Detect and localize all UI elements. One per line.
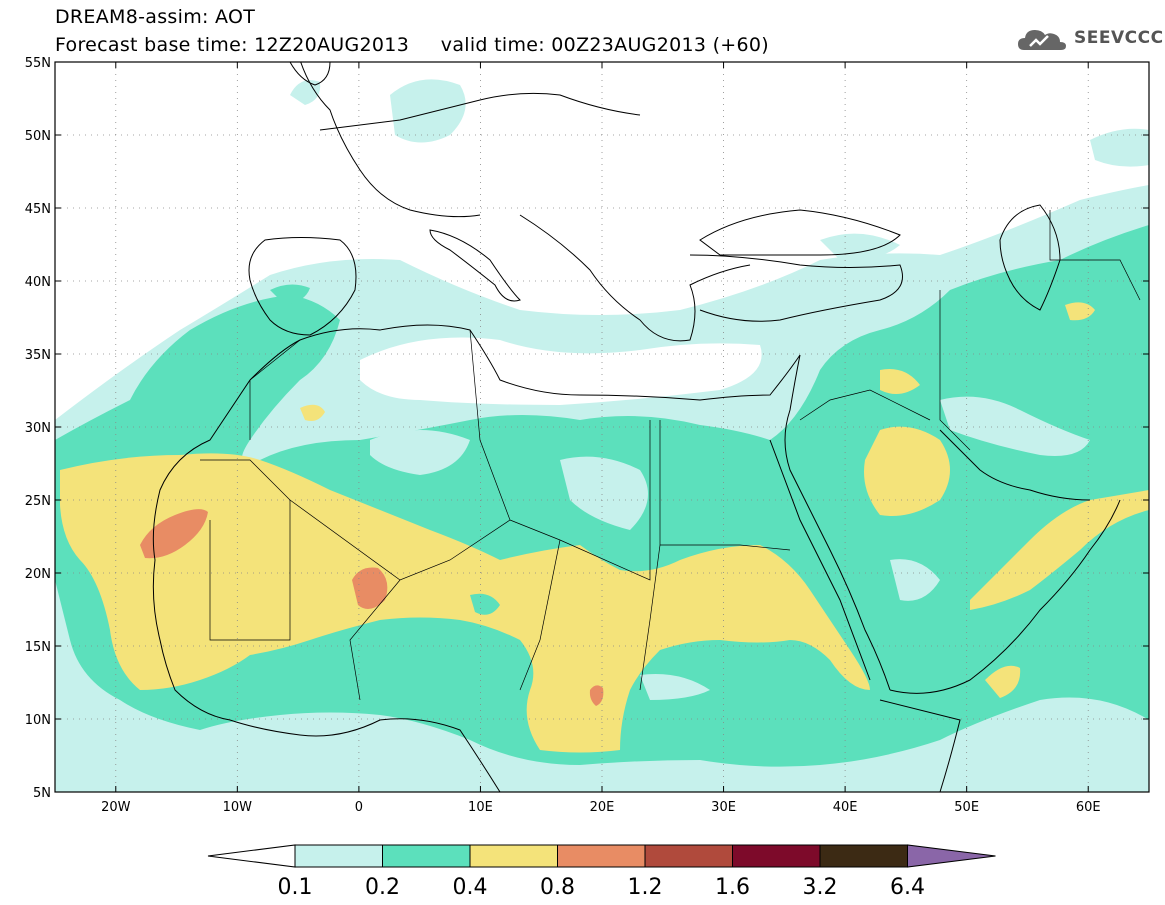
lat-tick-label: 15N <box>25 640 51 655</box>
lat-tick-label: 50N <box>25 129 51 144</box>
logo-text: SEEVCCC <box>1074 28 1164 48</box>
lat-lon-grid <box>55 62 1149 792</box>
aot-level-0.2-area <box>270 284 310 305</box>
seevccc-logo: SEEVCCC <box>1016 24 1163 56</box>
colorbar-label: 1.2 <box>628 875 663 900</box>
colorbar-swatch <box>644 844 733 868</box>
lat-tick-label: 20N <box>25 567 51 582</box>
aot-level-0.1-area <box>390 79 466 143</box>
colorbar-label: 0.4 <box>453 875 488 900</box>
lat-tick-label: 30N <box>25 421 51 436</box>
colorbar-low-arrow <box>207 844 296 868</box>
aot-level-0.4-area <box>1065 302 1095 321</box>
country-borders <box>200 210 1141 701</box>
lon-tick-label: 40E <box>833 800 858 815</box>
colorbar-label: 3.2 <box>803 875 838 900</box>
lon-tick-label: 60E <box>1076 800 1101 815</box>
lon-tick-label: 10E <box>468 800 493 815</box>
colorbar-label: 1.6 <box>715 875 750 900</box>
colorbar-swatch <box>557 844 646 868</box>
colorbar-label: 0.2 <box>365 875 400 900</box>
aot-level-0.8-area <box>352 567 388 609</box>
colorbar-swatch <box>469 844 558 868</box>
colorbar: 0.1 0.2 0.4 0.8 1.2 1.6 3.2 6.4 <box>207 844 996 900</box>
lat-tick-label: 40N <box>25 275 51 290</box>
forecast-time-subtitle: Forecast base time: 12Z20AUG2013 valid t… <box>55 34 770 56</box>
aot-level-0.1-area <box>290 80 321 105</box>
colorbar-swatch <box>382 844 471 868</box>
lat-tick-label: 35N <box>25 348 51 363</box>
cloud-icon <box>1018 30 1066 50</box>
aot-level-0.4-area <box>970 490 1149 610</box>
lon-tick-label: 20W <box>101 800 131 815</box>
aot-level-0.8-area <box>140 509 208 559</box>
lat-tick-label: 45N <box>25 202 51 217</box>
lon-tick-label: 20E <box>590 800 615 815</box>
aot-level-0.8-area <box>589 685 604 706</box>
coastlines <box>152 62 1121 792</box>
colorbar-label: 0.1 <box>278 875 313 900</box>
colorbar-swatch <box>732 844 821 868</box>
colorbar-label: 6.4 <box>890 875 925 900</box>
map-title: DREAM8-assim: AOT <box>55 6 256 28</box>
aot-level-0.4-area <box>880 369 920 394</box>
lon-tick-label: 50E <box>954 800 979 815</box>
lon-tick-label: 30E <box>711 800 736 815</box>
colorbar-swatch <box>819 844 908 868</box>
aot-level-0.1-area <box>1090 128 1149 167</box>
aot-level-0.4-area <box>864 426 950 516</box>
axis-ticks: 20W 10W 0 10E 20E 30E 40E 50E 60E 55N 50N 45N 40N 35N… <box>25 56 1149 815</box>
lat-tick-label: 25N <box>25 494 51 509</box>
lat-tick-label: 5N <box>33 786 51 801</box>
lon-tick-label: 10W <box>223 800 253 815</box>
aot-level-0.4-area <box>985 665 1021 698</box>
aot-field <box>55 79 1149 792</box>
aot-level-0.4-area <box>300 404 325 421</box>
colorbar-label: 0.8 <box>540 875 575 900</box>
lat-tick-label: 55N <box>25 56 51 71</box>
colorbar-swatch <box>294 844 383 868</box>
aot-level-0.1-area <box>820 233 900 261</box>
lon-tick-label: 0 <box>355 800 363 815</box>
lat-tick-label: 10N <box>25 713 51 728</box>
colorbar-high-arrow <box>907 844 996 868</box>
aot-level-0.4-area <box>60 453 870 753</box>
